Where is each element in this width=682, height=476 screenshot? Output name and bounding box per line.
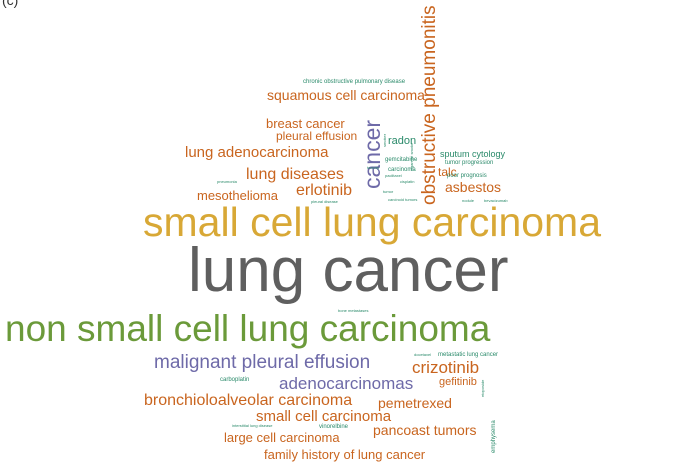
word-nodule: nodule [462, 198, 475, 203]
word-lung-cancer: lung cancer [188, 236, 509, 305]
word-gemcitabine: gemcitabine [385, 157, 418, 163]
word-cisplatin: cisplatin [400, 179, 415, 184]
word-radon: radon [388, 135, 417, 147]
word-breast-cancer: breast cancer [266, 116, 345, 131]
word-mesothelioma: mesothelioma [197, 188, 278, 203]
word-vinorelbine: vinorelbine [319, 424, 349, 430]
word-smoker: smoker [382, 134, 387, 148]
word-squamous-cell-carcinoma: squamous cell carcinoma [267, 87, 425, 103]
word-malignant-pleural-effusion: malignant pleural effusion [154, 352, 371, 373]
word-metastatic-lung-cancer: metastatic lung cancer [438, 352, 499, 358]
word-family-history-of-lung-cancer: family history of lung cancer [264, 447, 426, 462]
word-interstitial-lung-disease: interstitial lung disease [232, 423, 273, 428]
word-tumor-progression: tumor progression [445, 160, 494, 166]
word-carcinoid-tumors: carcinoid tumors [388, 197, 418, 202]
word-asbestos: asbestos [445, 179, 502, 195]
word-bronchioloalveolar-carcinoma: bronchioloalveolar carcinoma [144, 392, 353, 409]
word-poor-prognosis: poor prognosis [447, 173, 487, 179]
word-obstructive-pneumonitis: obstructive pneumonitis [419, 5, 440, 205]
word-pneumonia: pneumonia [217, 179, 237, 184]
word-erlotinib: erlotinib [296, 182, 353, 199]
word-sputum-cytology: sputum cytology [440, 149, 506, 159]
word-emphysema: emphysema [491, 420, 497, 453]
panel-label: (c) [2, 0, 19, 8]
word-tumor: tumor [383, 189, 394, 194]
word-etoposide: etoposide [480, 380, 485, 398]
word-toxicity: toxicity [367, 165, 380, 170]
word-lung-adenocarcinoma: lung adenocarcinoma [185, 144, 329, 161]
word-bone-metastases: bone metastases [338, 308, 369, 313]
word-carcinoma: carcinoma [388, 167, 416, 173]
word-pleural-disease: pleural disease [311, 199, 338, 204]
word-pleural-effusion: pleural effusion [276, 129, 358, 143]
word-chronic-obstructive-pulmonary-disease: chronic obstructive pulmonary disease [303, 79, 406, 85]
word-cigarette-smoke: cigarette smoke [409, 143, 414, 172]
word-pemetrexed: pemetrexed [378, 395, 452, 411]
word-lung-diseases: lung diseases [246, 166, 344, 183]
word-gefitinib: gefitinib [439, 376, 477, 388]
word-carboplatin: carboplatin [220, 377, 250, 383]
word-docetaxel: docetaxel [414, 352, 432, 357]
word-paclitaxel: paclitaxel [385, 173, 402, 178]
word-non-small-cell-lung-carcinoma: non small cell lung carcinoma [5, 308, 491, 349]
word-talc: talc [438, 165, 457, 179]
word-adenocarcinomas: adenocarcinomas [279, 374, 414, 393]
word-cancer: cancer [359, 120, 385, 190]
word-bevacizumab: bevacizumab [484, 198, 508, 203]
word-crizotinib: crizotinib [412, 358, 480, 377]
word-small-cell-lung-carcinoma: small cell lung carcinoma [143, 199, 602, 245]
word-pancoast-tumors: pancoast tumors [373, 422, 477, 438]
word-large-cell-carcinoma: large cell carcinoma [224, 430, 340, 445]
word-small-cell-carcinoma: small cell carcinoma [256, 408, 392, 425]
